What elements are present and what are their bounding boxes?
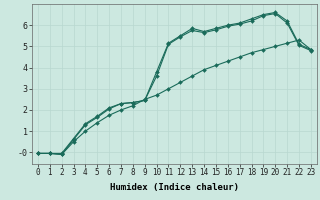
X-axis label: Humidex (Indice chaleur): Humidex (Indice chaleur) bbox=[110, 183, 239, 192]
